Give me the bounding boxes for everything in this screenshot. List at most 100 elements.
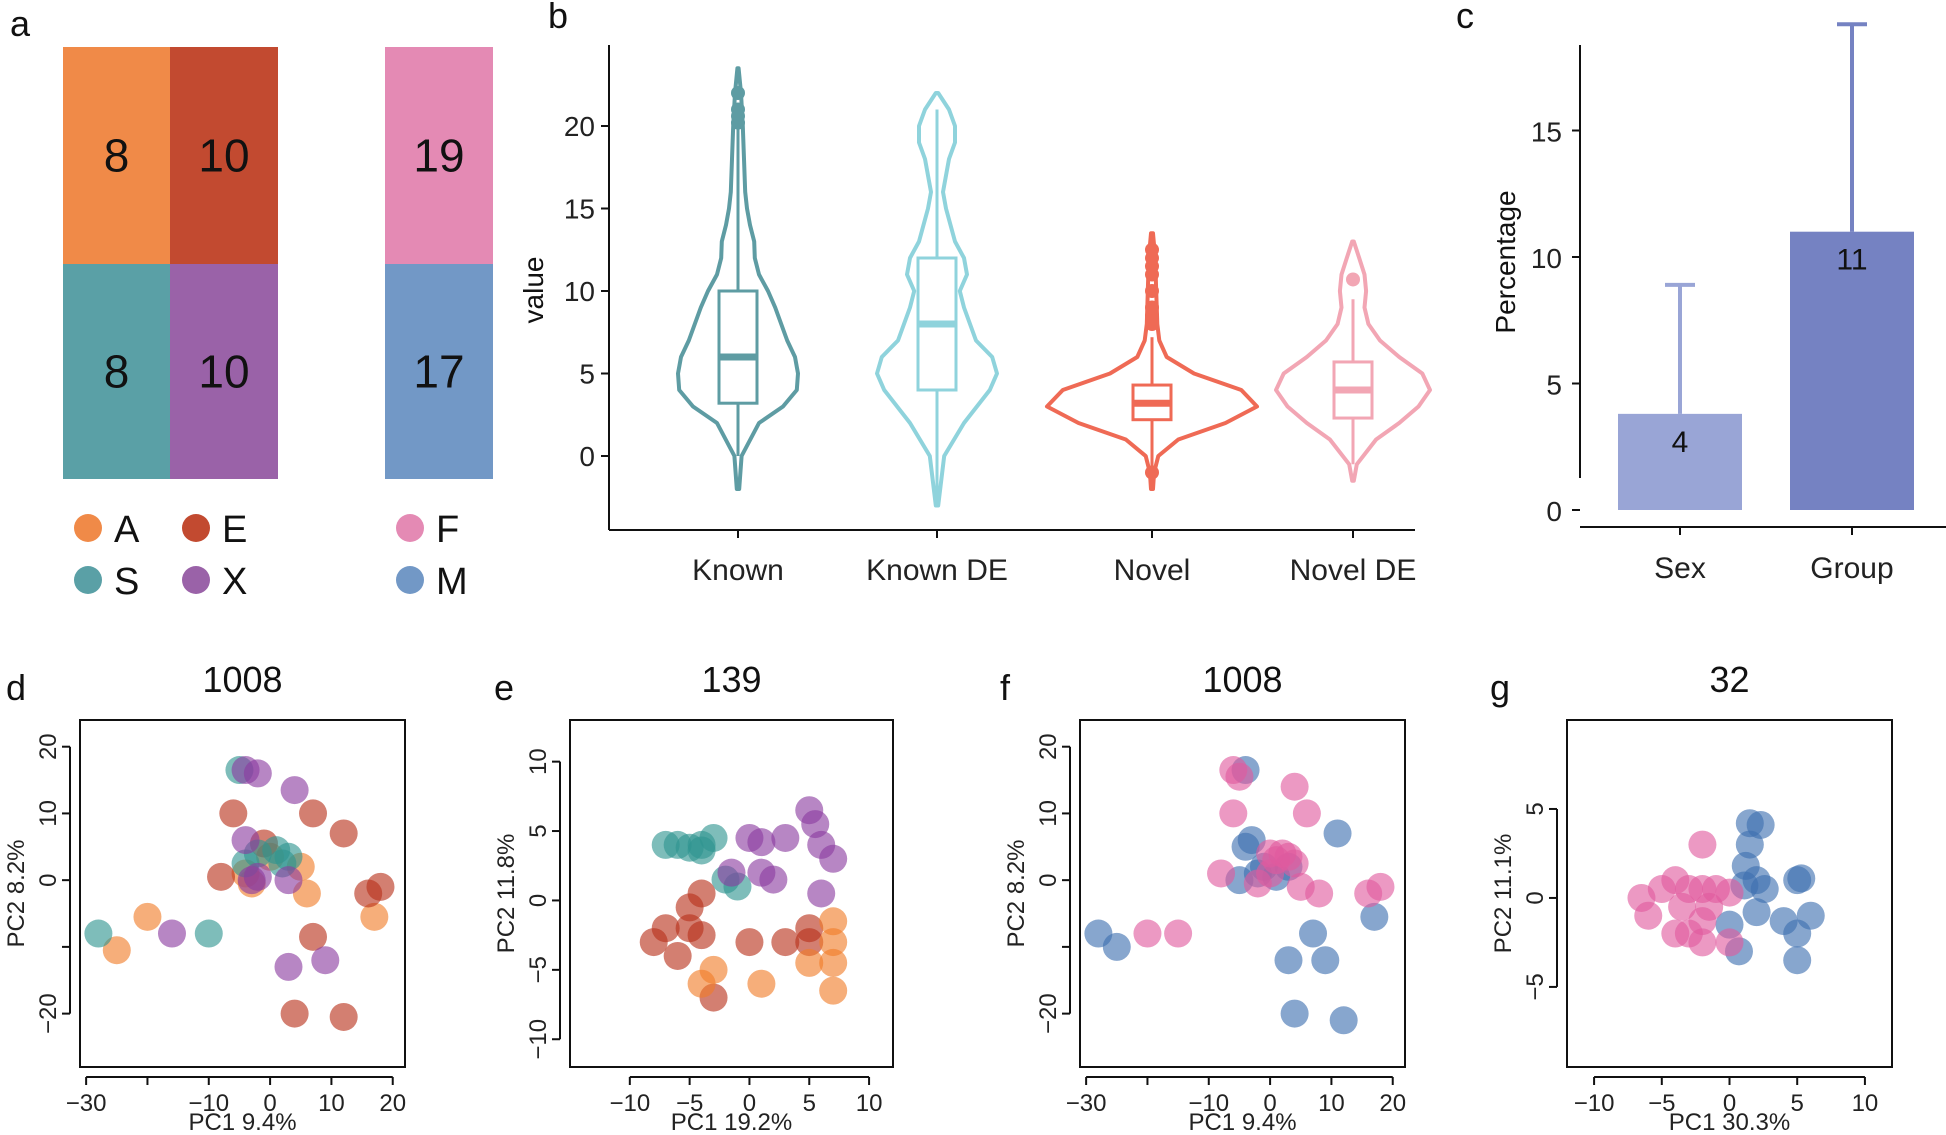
x-axis-label: PC1 30.3% xyxy=(1669,1109,1790,1135)
scatter-point-X xyxy=(759,865,788,894)
cell-X xyxy=(170,264,278,479)
y-tick-label: −5 xyxy=(1522,973,1549,1000)
cell-M-count: 17 xyxy=(413,346,464,398)
b-ytick-label: 5 xyxy=(579,359,595,390)
y-tick-label: 0 xyxy=(1522,891,1549,904)
legend-dot-M xyxy=(396,566,424,594)
scatter-point-F xyxy=(1668,892,1697,921)
legend-dot-E xyxy=(182,514,210,542)
scatter-point-M xyxy=(1360,902,1389,931)
panel-label-a: a xyxy=(10,3,31,44)
bar-sex xyxy=(1618,413,1742,510)
scatter-point-F xyxy=(1688,907,1717,936)
panel-label-c: c xyxy=(1456,0,1474,36)
scatter-point-M xyxy=(1280,999,1309,1028)
scatter-point-F xyxy=(1225,762,1254,791)
scatter-point-E xyxy=(299,922,328,951)
y-axis-label: PC2 8.2% xyxy=(3,839,30,947)
outlier-point xyxy=(1145,242,1159,257)
outlier-point xyxy=(731,86,745,100)
scatter-point-F xyxy=(1688,830,1717,859)
x-tick-label: 10 xyxy=(856,1090,883,1117)
legend-dot-F xyxy=(396,514,424,542)
scatter-point-M xyxy=(1329,1006,1358,1035)
violin-known xyxy=(676,66,800,491)
x-tick-label: −5 xyxy=(676,1090,703,1117)
scatter-point-E xyxy=(663,941,692,970)
b-xtick-label: Known DE xyxy=(866,554,1008,587)
x-tick-label: 0 xyxy=(743,1090,756,1117)
y-tick-label: −20 xyxy=(35,993,62,1034)
scatter-title: 139 xyxy=(701,659,761,700)
b-xtick-label: Novel xyxy=(1114,554,1191,587)
scatter-point-S xyxy=(84,919,113,948)
panel-a: 8 10 8 10 19 17 A E S X FM xyxy=(63,47,493,603)
scatter-point-A xyxy=(687,969,716,998)
scatter-point-X xyxy=(274,952,303,981)
scatter-point-X xyxy=(771,823,800,852)
panel-label-d: d xyxy=(6,667,26,708)
scatter-point-F xyxy=(1219,799,1248,828)
scatter-point-F xyxy=(1292,799,1321,828)
panel-label-e: e xyxy=(494,667,514,708)
x-tick-label: 20 xyxy=(1379,1090,1406,1117)
legend-dot-A xyxy=(74,514,102,542)
legend-label-A: A xyxy=(114,509,140,551)
scatter-point-A xyxy=(102,936,131,965)
b-y-axis-label: value xyxy=(518,257,549,324)
plot-frame xyxy=(79,719,406,1068)
cell-F-count: 19 xyxy=(413,130,464,182)
y-tick-label: 5 xyxy=(525,824,552,837)
y-tick-label: 5 xyxy=(1522,802,1549,815)
scatter-point-E xyxy=(299,799,328,828)
violin-outline xyxy=(875,91,999,508)
legend-label-X: X xyxy=(222,561,247,603)
x-tick-label: −30 xyxy=(66,1090,107,1117)
panel-label-f: f xyxy=(1000,667,1011,708)
scatter-point-F xyxy=(1164,919,1193,948)
panel-f: 1008 −30 −10 0 10 20 PC1 9.4% −20 0 10 20 PC2 8.2% xyxy=(1003,659,1406,1135)
scatter-point-X xyxy=(280,776,309,805)
scatter-point-A xyxy=(747,969,776,998)
x-tick-label: 0 xyxy=(1263,1090,1276,1117)
outlier-point xyxy=(1346,272,1360,287)
x-tick-label: −10 xyxy=(609,1090,650,1117)
cell-E-count: 10 xyxy=(198,130,249,182)
scatter-point-F xyxy=(1207,859,1236,888)
cell-F xyxy=(385,47,493,264)
scatter-point-E xyxy=(687,879,716,908)
scatter-point-X xyxy=(747,828,776,857)
legend-label-F: F xyxy=(436,509,459,551)
panel-b: 0 5 10 15 20 value Known Known DE Novel Novel DE xyxy=(518,45,1432,587)
b-xtick-label: Known xyxy=(692,554,784,587)
x-tick-label: 20 xyxy=(379,1090,406,1117)
scatter-point-E xyxy=(651,914,680,943)
scatter-point-F xyxy=(1354,879,1383,908)
scatter-point-X xyxy=(243,759,272,788)
scatter-point-M xyxy=(1299,919,1328,948)
outlier-point xyxy=(1145,284,1159,298)
scatter-point-X xyxy=(807,879,836,908)
bar-group xyxy=(1790,231,1914,510)
violin-novel xyxy=(1045,231,1259,491)
scatter-point-X xyxy=(157,919,186,948)
legend-dot-S xyxy=(74,566,102,594)
violin-outline xyxy=(1045,231,1259,491)
scatter-point-E xyxy=(280,999,309,1028)
y-axis-label: PC2 8.2% xyxy=(1003,839,1030,947)
scatter-point-X xyxy=(274,866,303,895)
scatter-point-E xyxy=(207,862,236,891)
scatter-point-E xyxy=(329,819,358,848)
scatter-title: 1008 xyxy=(202,659,282,700)
outlier-point xyxy=(1145,300,1159,315)
cell-S xyxy=(63,264,170,479)
scatter-point-A xyxy=(819,976,848,1005)
cell-E xyxy=(170,47,278,264)
plot-frame xyxy=(569,719,894,1068)
scatter-point-F xyxy=(1133,919,1162,948)
scatter-point-X xyxy=(311,946,340,975)
scatter-point-A xyxy=(819,928,848,957)
scatter-point-S xyxy=(194,919,223,948)
bar-value-label: 11 xyxy=(1836,244,1867,277)
